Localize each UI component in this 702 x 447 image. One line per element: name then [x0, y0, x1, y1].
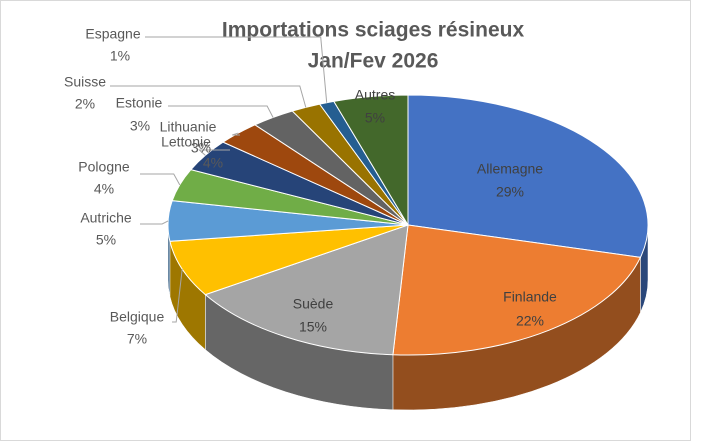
leader-line [198, 149, 230, 156]
leader-line [110, 85, 307, 108]
data-label-value: 29% [496, 184, 524, 200]
data-label-name: Belgique [110, 309, 165, 325]
slice [204, 224, 409, 356]
data-label-name: Estonie [116, 95, 163, 111]
data-label-name: Pologne [78, 159, 130, 175]
data-label-value: 3% [191, 140, 211, 156]
chart-subtitle: Jan/Fev 2026 [308, 50, 439, 73]
data-label-name: Autres [355, 87, 395, 103]
data-label-value: 15% [299, 319, 327, 335]
data-label-name: Allemagne [477, 161, 543, 177]
data-label-value: 7% [127, 331, 147, 347]
leader-line [140, 173, 181, 186]
leader-line [145, 36, 328, 103]
data-label-name: Finlande [503, 289, 557, 305]
data-label-value: 4% [94, 181, 114, 197]
data-label-value: 22% [516, 313, 544, 329]
slice [407, 94, 649, 258]
leader-line [172, 268, 183, 323]
leader-line [232, 132, 240, 136]
leader-line [140, 220, 169, 225]
data-label-name: Autriche [80, 210, 132, 226]
data-label-name: Suisse [64, 74, 106, 90]
data-label-value: 3% [130, 118, 150, 134]
slice [333, 94, 409, 227]
data-label-name: Lithuanie [160, 119, 217, 135]
data-label-name: Lettonie [161, 134, 211, 150]
slice [392, 224, 642, 356]
chart-title: Importations sciages résineux [222, 19, 525, 42]
data-label-value: 4% [203, 155, 223, 171]
slice [169, 224, 409, 296]
data-label-value: 5% [96, 232, 116, 248]
data-label-value: 2% [75, 96, 95, 112]
data-label-value: 5% [365, 110, 385, 126]
leader-line [168, 105, 274, 118]
data-label-name: Suède [293, 296, 334, 312]
data-label-value: 1% [110, 48, 130, 64]
data-label-name: Espagne [85, 26, 140, 42]
